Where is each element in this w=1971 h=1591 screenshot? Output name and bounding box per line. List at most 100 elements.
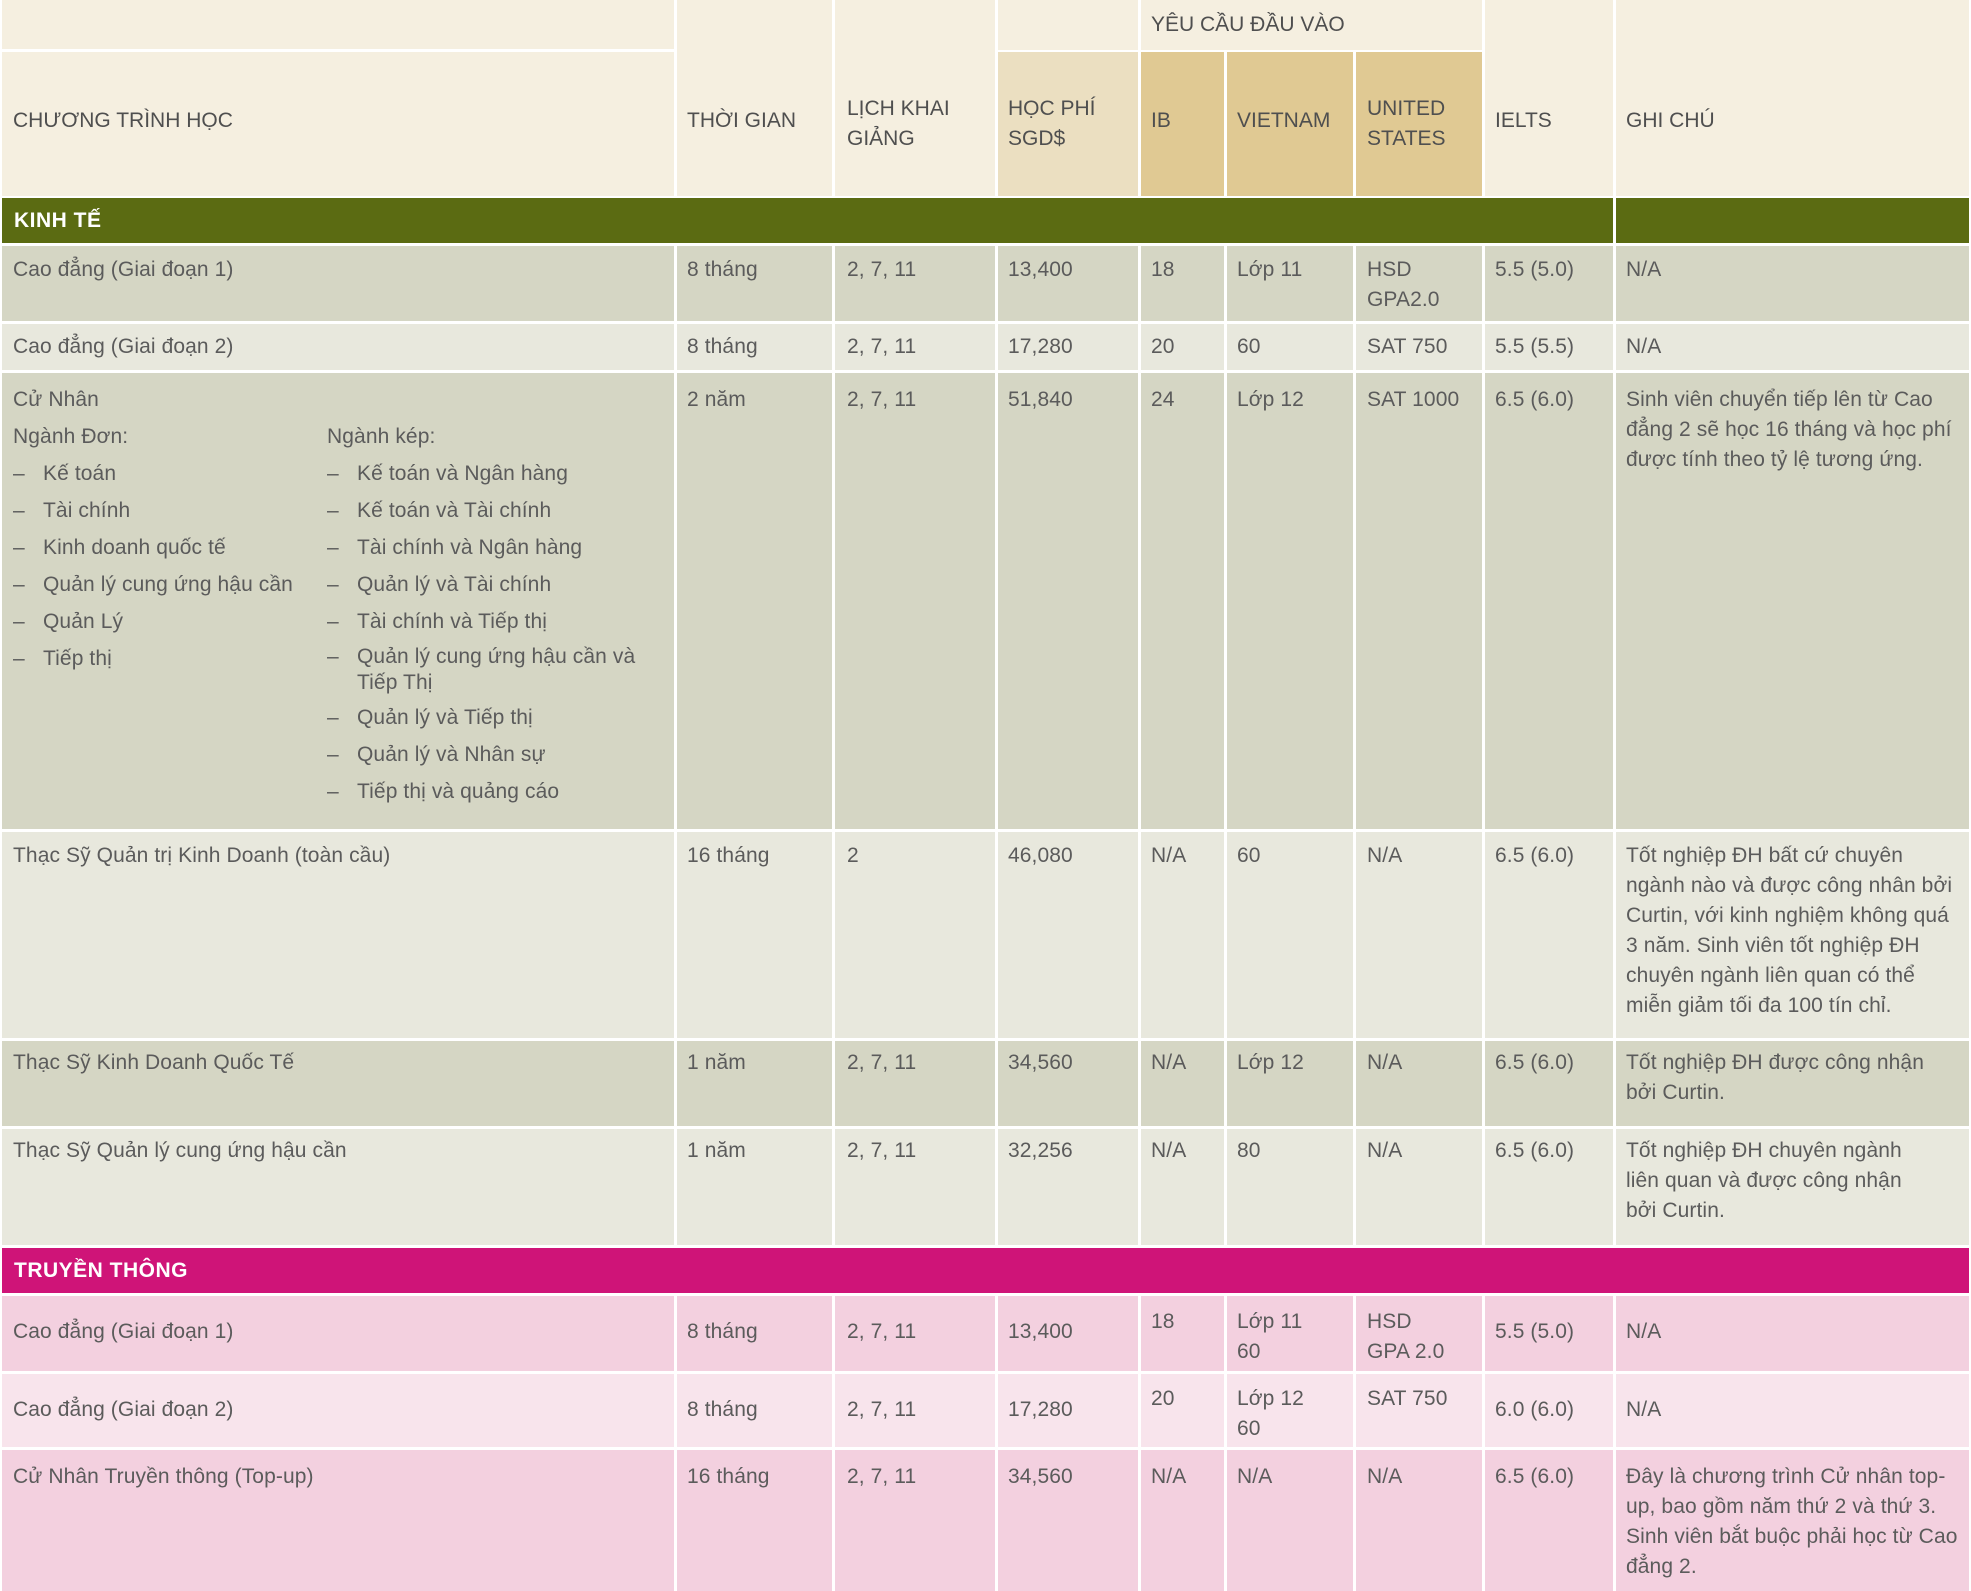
us-cell: SAT 750 bbox=[1367, 335, 1448, 358]
vietnam-cell: 80 bbox=[1237, 1139, 1261, 1162]
section-title-media: TRUYỀN THÔNG bbox=[14, 1259, 188, 1282]
fee-cell: 13,400 bbox=[1008, 1320, 1073, 1343]
note-cell: N/A bbox=[1626, 335, 1662, 358]
ib-cell: 24 bbox=[1151, 388, 1175, 411]
header-duration: THỜI GIAN bbox=[687, 109, 797, 132]
us-cell: N/A bbox=[1367, 1139, 1403, 1162]
header-note: GHI CHÚ bbox=[1626, 109, 1715, 132]
list-dash: – bbox=[327, 780, 339, 803]
header-requirements-group: YÊU CẦU ĐẦU VÀO bbox=[1151, 13, 1345, 36]
intake-cell: 2, 7, 11 bbox=[847, 1320, 917, 1343]
note-cell: N/A bbox=[1626, 258, 1662, 281]
header-us-bg bbox=[1356, 52, 1482, 196]
program-name: Cử Nhân bbox=[13, 388, 99, 411]
note-cell: Tốt nghiệp ĐH được công nhận bởi Curtin. bbox=[1626, 1051, 1924, 1104]
header-fee-bg bbox=[998, 52, 1138, 196]
vietnam-cell: Lớp 12 bbox=[1237, 388, 1304, 411]
list-item: – Kế toán bbox=[13, 459, 313, 489]
ib-cell: N/A bbox=[1151, 844, 1187, 867]
program-name: Cao đẳng (Giai đoạn 2) bbox=[13, 335, 234, 358]
header-requirements-bg bbox=[1141, 0, 1482, 50]
intake-cell: 2, 7, 11 bbox=[847, 1139, 917, 1162]
header-program-divider bbox=[2, 49, 674, 52]
program-name: Cao đẳng (Giai đoạn 1) bbox=[13, 1320, 234, 1343]
header-ielts-bg bbox=[1485, 0, 1613, 196]
fee-cell: 46,080 bbox=[1008, 844, 1073, 867]
us-cell: N/A bbox=[1367, 1051, 1403, 1074]
list-dash: – bbox=[13, 647, 25, 670]
program-name: Cao đẳng (Giai đoạn 2) bbox=[13, 1398, 234, 1421]
ielts-cell: 5.5 (5.0) bbox=[1495, 1320, 1575, 1343]
list-dash: – bbox=[327, 536, 339, 559]
table-row: Cao đẳng (Giai đoạn 2) 8 tháng 2, 7, 11 … bbox=[0, 324, 1971, 370]
single-majors-heading: Ngành Đơn: bbox=[13, 425, 129, 448]
header-fee-top-bg bbox=[998, 0, 1138, 50]
list-item: – Quản Lý bbox=[13, 607, 313, 637]
note-cell: Đây là chương trình Cử nhân top-up, bao … bbox=[1626, 1465, 1958, 1578]
duration-cell: 1 năm bbox=[687, 1139, 746, 1162]
single-majors: Ngành Đơn: – Kế toán – Tài chính – Kinh doa… bbox=[13, 422, 313, 674]
table-row: Thạc Sỹ Kinh Doanh Quốc Tế 1 năm 2, 7, 1… bbox=[0, 1041, 1971, 1126]
header-duration-bg bbox=[677, 0, 832, 196]
vietnam-cell: Lớp 12 60 bbox=[1237, 1387, 1304, 1440]
note-cell: Tốt nghiệp ĐH chuyên ngành liên quan và … bbox=[1626, 1139, 1902, 1222]
header-intake: LỊCH KHAI GIẢNG bbox=[847, 97, 950, 150]
header-program-bg bbox=[2, 0, 674, 196]
intake-cell: 2, 7, 11 bbox=[847, 1398, 917, 1421]
ielts-cell: 5.5 (5.5) bbox=[1495, 335, 1575, 358]
list-dash: – bbox=[13, 610, 25, 633]
vietnam-cell: 60 bbox=[1237, 844, 1261, 867]
ib-cell: 18 bbox=[1151, 1310, 1175, 1333]
vietnam-cell: N/A bbox=[1237, 1465, 1273, 1488]
list-dash: – bbox=[13, 536, 25, 559]
list-item: – Kế toán và Tài chính bbox=[327, 496, 662, 526]
ib-cell: 20 bbox=[1151, 335, 1175, 358]
list-item: – Quản lý và Tài chính bbox=[327, 570, 662, 600]
program-name: Thạc Sỹ Quản trị Kinh Doanh (toàn cầu) bbox=[13, 844, 391, 867]
section-header-economics-note bbox=[1616, 198, 1969, 243]
program-name: Thạc Sỹ Quản lý cung ứng hậu cần bbox=[13, 1139, 347, 1162]
fee-cell: 34,560 bbox=[1008, 1051, 1073, 1074]
fee-cell: 51,840 bbox=[1008, 388, 1073, 411]
program-name: Thạc Sỹ Kinh Doanh Quốc Tế bbox=[13, 1051, 295, 1074]
us-cell: HSD GPA2.0 bbox=[1367, 258, 1440, 311]
us-cell: HSD GPA 2.0 bbox=[1367, 1310, 1445, 1363]
list-dash: – bbox=[13, 462, 25, 485]
ielts-cell: 6.5 (6.0) bbox=[1495, 1051, 1575, 1074]
duration-cell: 2 năm bbox=[687, 388, 746, 411]
duration-cell: 1 năm bbox=[687, 1051, 746, 1074]
intake-cell: 2, 7, 11 bbox=[847, 388, 917, 411]
fee-cell: 13,400 bbox=[1008, 258, 1073, 281]
list-item: – Kế toán và Ngân hàng bbox=[327, 459, 662, 489]
list-item: – Quản lý cung ứng hậu cần bbox=[13, 570, 313, 600]
program-name: Cử Nhân Truyền thông (Top-up) bbox=[13, 1465, 314, 1488]
us-cell: N/A bbox=[1367, 1465, 1403, 1488]
vietnam-cell: Lớp 11 60 bbox=[1237, 1310, 1303, 1363]
list-item: – Tiếp thị bbox=[13, 644, 313, 674]
duration-cell: 16 tháng bbox=[687, 844, 770, 867]
list-item: – Tài chính và Ngân hàng bbox=[327, 533, 662, 563]
list-dash: – bbox=[13, 499, 25, 522]
list-dash: – bbox=[327, 610, 339, 633]
table-row: Cao đẳng (Giai đoạn 2) 8 tháng 2, 7, 11 … bbox=[0, 1374, 1971, 1447]
duration-cell: 8 tháng bbox=[687, 1320, 758, 1343]
double-majors-heading: Ngành kép: bbox=[327, 425, 436, 448]
list-item: – Quản lý và Nhân sự bbox=[327, 740, 662, 770]
header-vietnam-bg bbox=[1227, 52, 1353, 196]
duration-cell: 8 tháng bbox=[687, 1398, 758, 1421]
duration-cell: 16 tháng bbox=[687, 1465, 770, 1488]
ielts-cell: 6.5 (6.0) bbox=[1495, 1465, 1575, 1488]
vietnam-cell: Lớp 12 bbox=[1237, 1051, 1304, 1074]
vietnam-cell: 60 bbox=[1237, 335, 1261, 358]
section-header-media bbox=[2, 1248, 1969, 1293]
note-cell: Sinh viên chuyển tiếp lên từ Cao đẳng 2 … bbox=[1626, 388, 1952, 471]
list-item: – Kinh doanh quốc tế bbox=[13, 533, 313, 563]
ielts-cell: 6.5 (6.0) bbox=[1495, 388, 1575, 411]
header-ib: IB bbox=[1151, 109, 1171, 132]
duration-cell: 8 tháng bbox=[687, 258, 758, 281]
list-dash: – bbox=[327, 573, 339, 596]
intake-cell: 2, 7, 11 bbox=[847, 258, 917, 281]
section-title-economics: KINH TẾ bbox=[14, 209, 102, 232]
ib-cell: N/A bbox=[1151, 1465, 1187, 1488]
list-item: – Quản lý và Tiếp thị bbox=[327, 703, 662, 733]
